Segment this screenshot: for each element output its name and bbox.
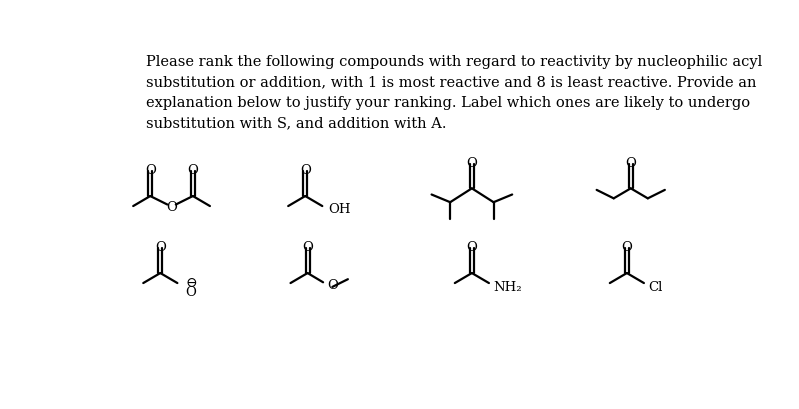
Text: Please rank the following compounds with regard to reactivity by nucleophilic ac: Please rank the following compounds with… (146, 54, 762, 130)
Text: O: O (185, 285, 196, 298)
Text: NH₂: NH₂ (494, 280, 523, 293)
Text: O: O (467, 156, 477, 169)
Text: O: O (300, 164, 311, 177)
Text: O: O (328, 279, 339, 291)
Text: O: O (302, 241, 313, 254)
Text: O: O (467, 241, 477, 254)
Text: O: O (145, 164, 156, 177)
Text: O: O (155, 241, 165, 254)
Text: O: O (626, 156, 636, 169)
Text: Cl: Cl (649, 280, 663, 293)
Text: O: O (622, 241, 632, 254)
Text: O: O (166, 200, 177, 213)
Text: ⊖: ⊖ (185, 275, 197, 289)
Text: O: O (188, 164, 198, 177)
Text: OH: OH (328, 202, 351, 215)
